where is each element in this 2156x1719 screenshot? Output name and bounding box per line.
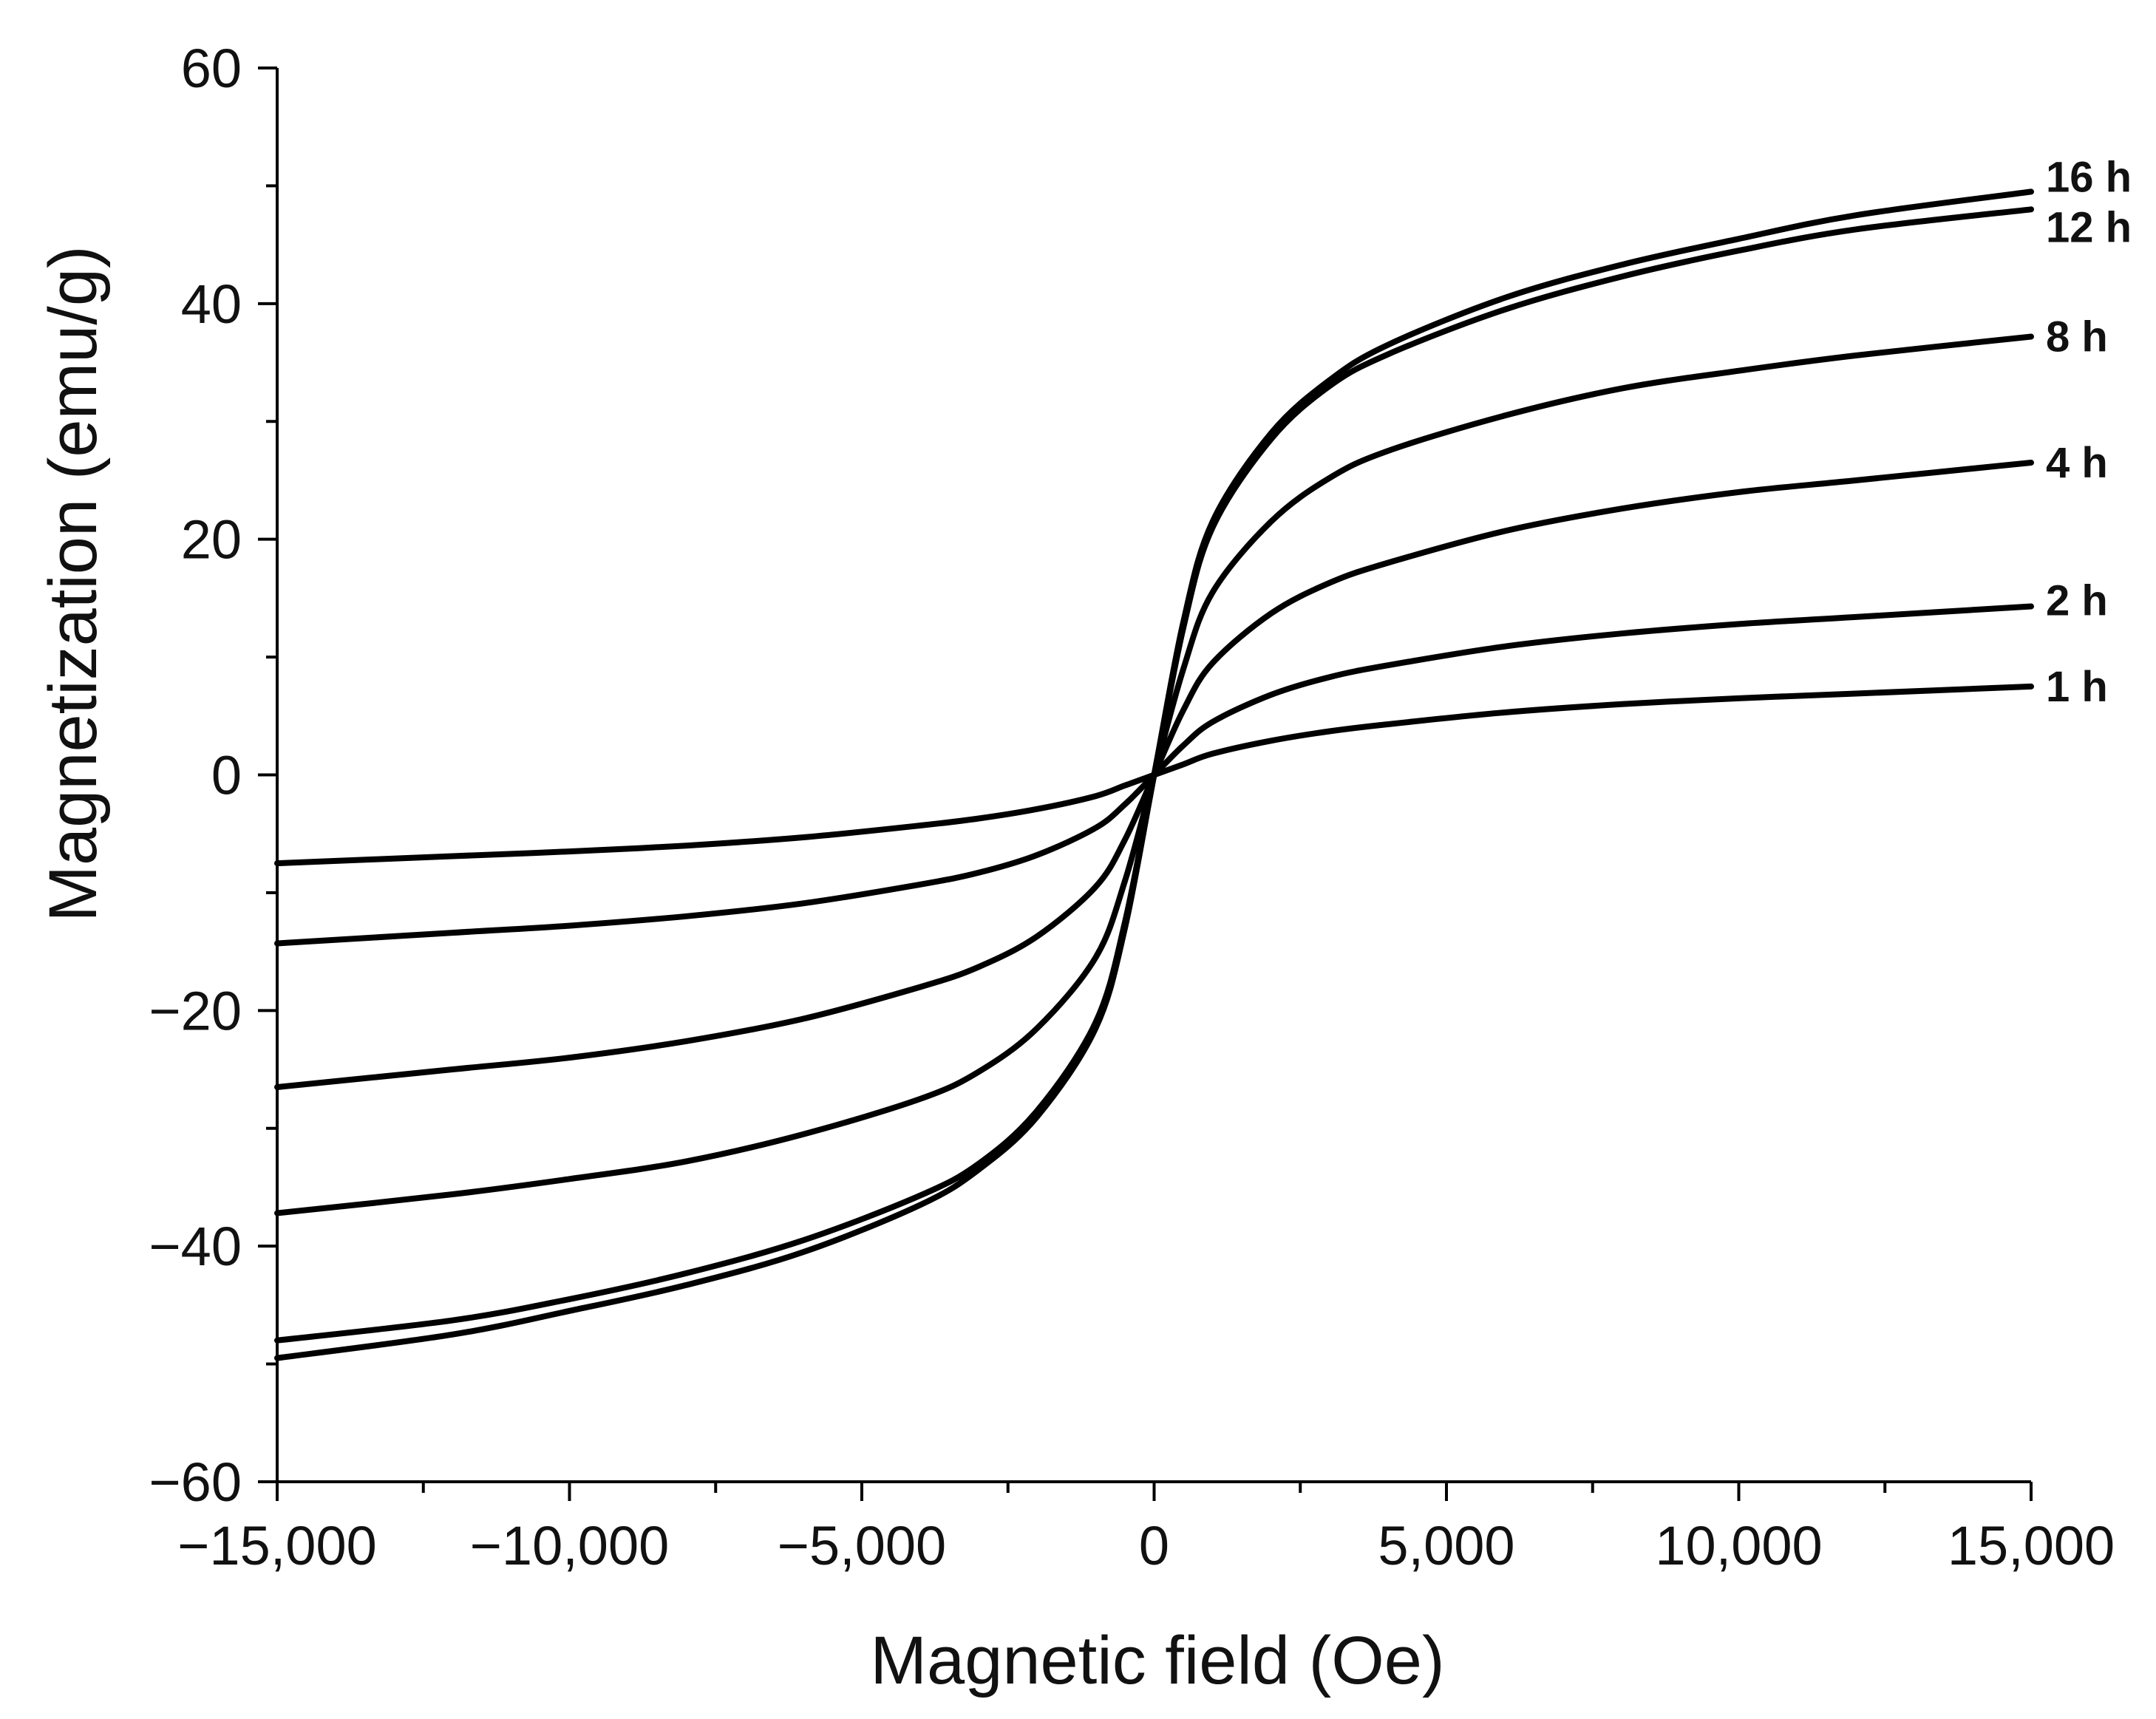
plot-area: −15,000 −10,000 −5,000 0 5,000 10,000 15,000 −6… bbox=[149, 38, 2132, 1576]
x-tick-label: −5,000 bbox=[778, 1515, 946, 1576]
x-tick-label: 10,000 bbox=[1655, 1515, 1822, 1576]
series-label: 1 h bbox=[2046, 663, 2108, 711]
y-tick-label: −60 bbox=[149, 1451, 242, 1513]
series-label: 4 h bbox=[2046, 439, 2108, 487]
x-tick-label: −10,000 bbox=[470, 1515, 670, 1576]
y-axis-title: Magnetization (emu/g) bbox=[35, 245, 111, 922]
y-tick-label: 40 bbox=[181, 273, 242, 335]
x-tick-label: −15,000 bbox=[177, 1515, 377, 1576]
y-tick-label: 60 bbox=[181, 38, 242, 99]
series-label: 2 h bbox=[2046, 577, 2108, 625]
series-curve bbox=[274, 683, 2034, 867]
x-tick-label: 0 bbox=[1139, 1515, 1169, 1576]
x-axis-title: Magnetic field (Oe) bbox=[870, 1623, 1444, 1698]
y-tick-label: 0 bbox=[211, 745, 242, 806]
series-label: 16 h bbox=[2046, 153, 2132, 201]
x-tick-label: 15,000 bbox=[1948, 1515, 2115, 1576]
x-tick-label: 5,000 bbox=[1378, 1515, 1514, 1576]
y-tick-label: 20 bbox=[181, 509, 242, 571]
y-tick-label: −40 bbox=[149, 1216, 242, 1277]
y-tick-label: −20 bbox=[149, 980, 242, 1041]
series-label: 12 h bbox=[2046, 203, 2132, 251]
series-label: 8 h bbox=[2046, 313, 2108, 361]
